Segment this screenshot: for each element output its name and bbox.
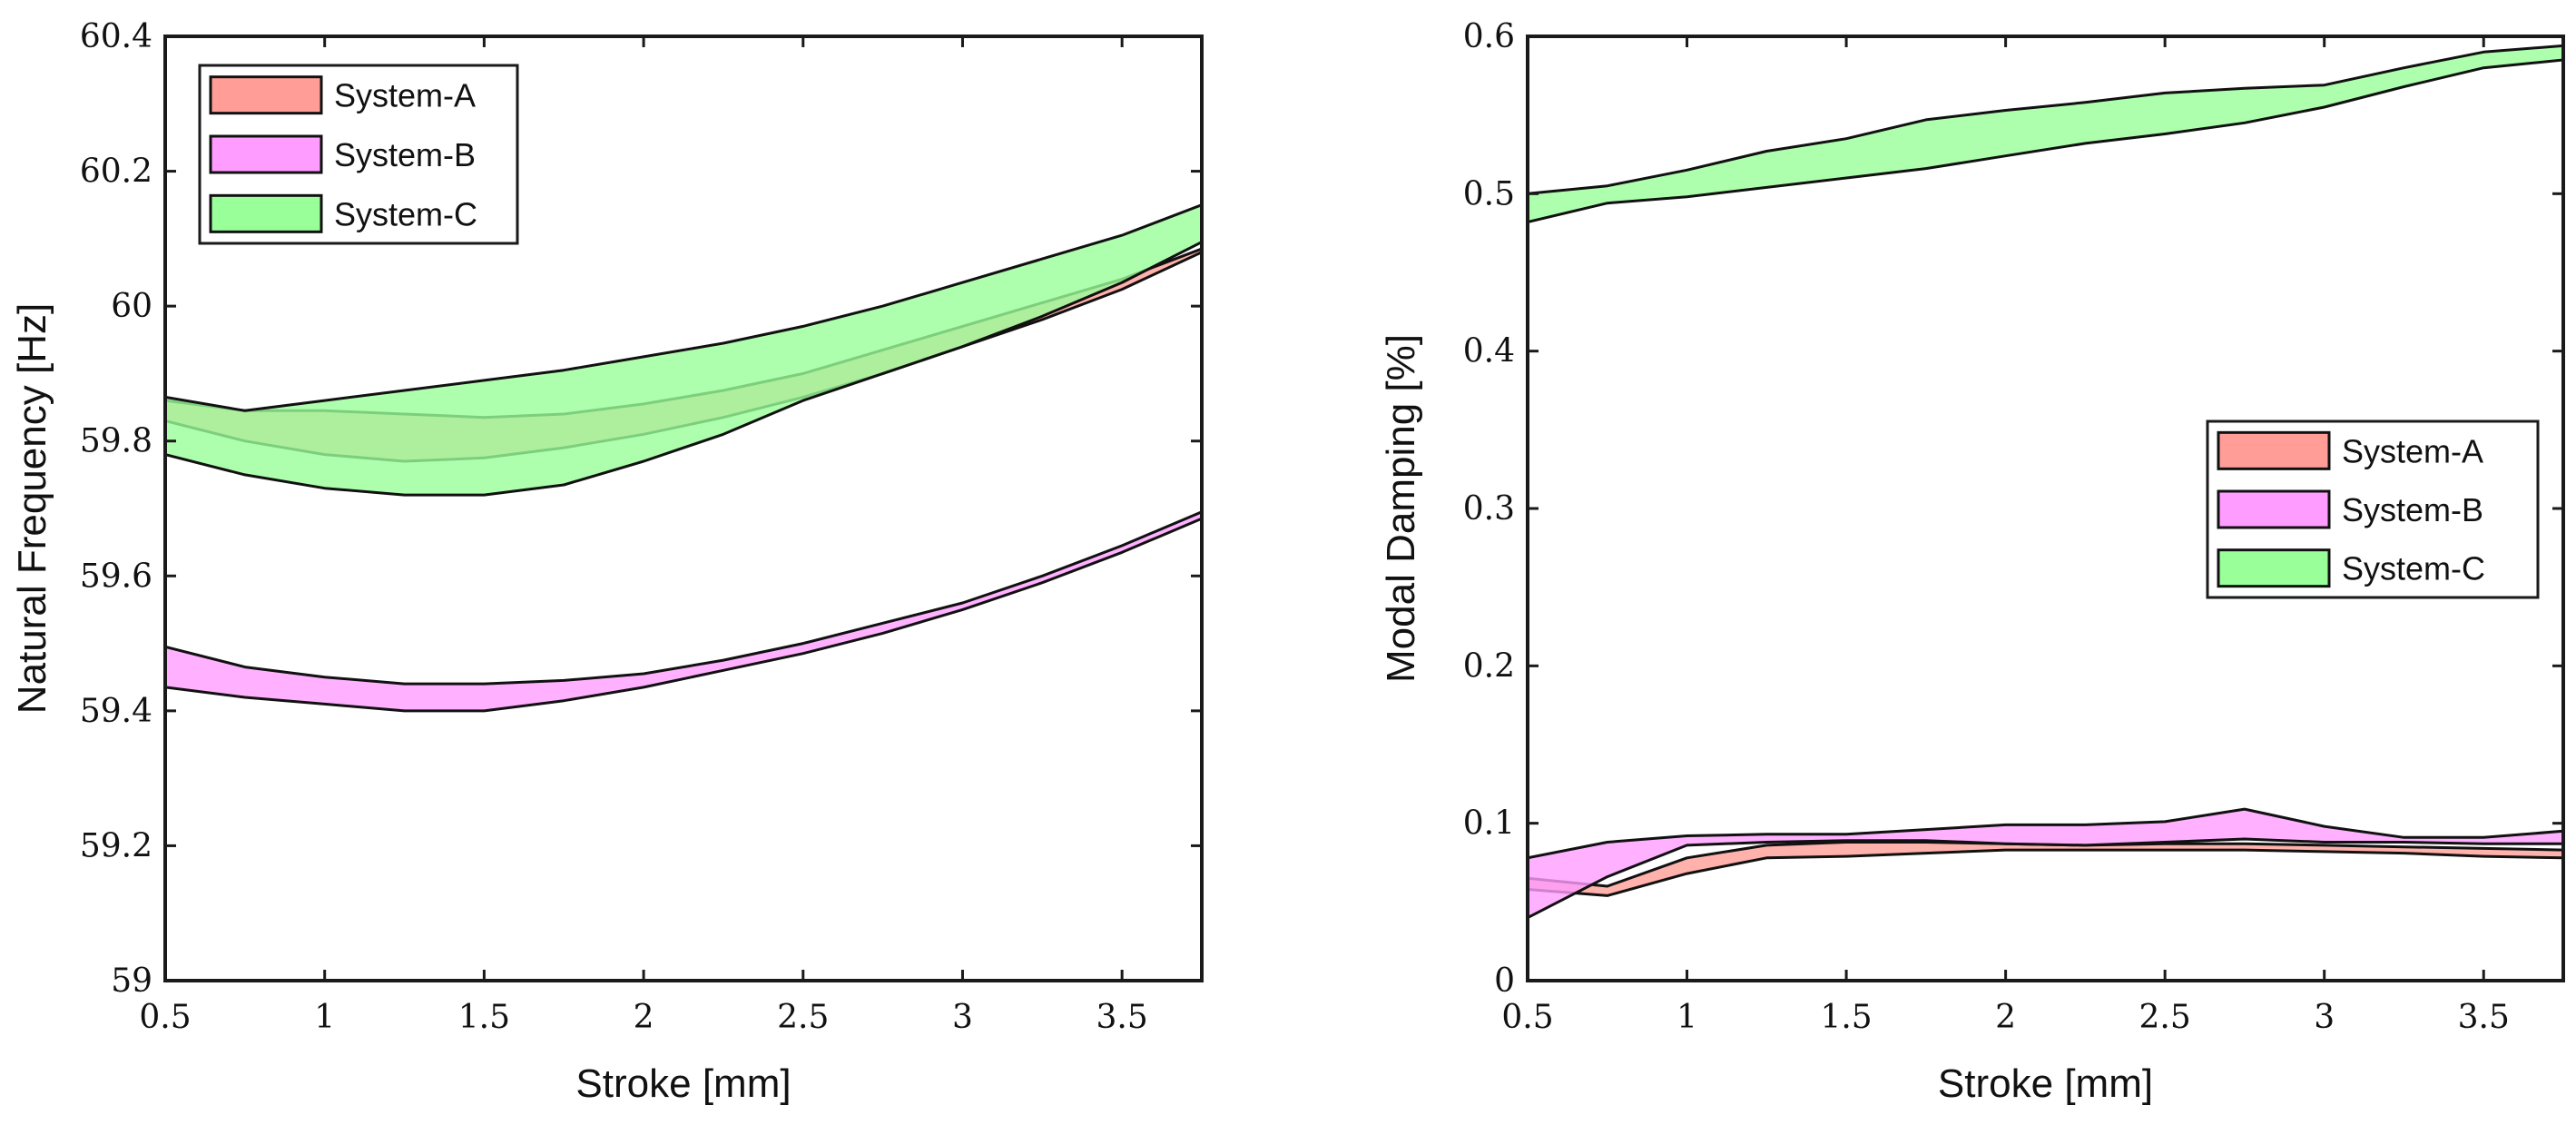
x-tick-label: 3.5: [1096, 999, 1148, 1036]
y-tick-label: 0.6: [1463, 18, 1515, 55]
x-tick-label: 2.5: [777, 999, 829, 1036]
y-tick-label: 60.2: [80, 153, 152, 191]
legend-swatch-system-c: [209, 193, 323, 233]
x-tick-label: 2: [1995, 999, 2016, 1036]
y-tick-label: 0.1: [1463, 805, 1515, 843]
chart-natural-frequency: 0.5 1 1.5 2 2.5 3 3.5 59 59.2 59.4 59.6 59.8 60 60.2 6…: [10, 18, 1204, 1106]
y-tick-label: 60.4: [80, 18, 152, 55]
legend-natural-frequency: System-A System-B System-C: [198, 64, 519, 245]
y-axis-label-modal-damping: Modal Damping [%]: [1379, 334, 1423, 683]
bands-natural-frequency: [165, 203, 1202, 713]
legend-swatch-system-a: [209, 75, 323, 115]
y-tick-label: 0.2: [1463, 647, 1515, 685]
legend-swatch-system-a: [2217, 430, 2331, 470]
y-tick-label: 60: [111, 288, 152, 325]
legend-label-system-c: System-C: [2342, 550, 2485, 587]
y-tick-label: 59: [111, 962, 152, 1000]
bands-modal-damping: [1528, 44, 2563, 920]
legend-modal-damping: System-A System-B System-C: [2206, 419, 2540, 599]
y-tick-label: 59.8: [80, 423, 152, 460]
legend-label-system-b: System-B: [334, 136, 476, 173]
band-system-c: [1528, 44, 2563, 223]
y-tick-label: 59.6: [80, 558, 152, 595]
chart-modal-damping: 0.5 1 1.5 2 2.5 3 3.5 0 0.1 0.2 0.3 0.4 0.5 0.6 Strok…: [1379, 18, 2565, 1106]
legend-label-system-a: System-A: [2342, 432, 2483, 469]
x-tick-label: 2.5: [2139, 999, 2191, 1036]
legend-label-system-a: System-A: [334, 77, 476, 114]
y-tick-label: 59.4: [80, 693, 152, 730]
band-system-b: [165, 510, 1202, 713]
legend-swatch-system-c: [2217, 548, 2331, 588]
y-tick-label: 0: [1494, 962, 1515, 1000]
x-tick-label: 1.5: [458, 999, 510, 1036]
x-tick-label: 3: [952, 999, 973, 1036]
x-tick-label: 1: [1676, 999, 1697, 1036]
x-tick-label: 1.5: [1820, 999, 1872, 1036]
legend-swatch-system-b: [2217, 489, 2331, 529]
x-tick-label: 2: [634, 999, 654, 1036]
y-tick-label: 0.4: [1463, 333, 1515, 370]
x-axis-label-natural-frequency: Stroke [mm]: [575, 1061, 791, 1106]
x-tick-label: 3: [2314, 999, 2335, 1036]
legend-swatch-system-b: [209, 134, 323, 174]
x-tick-label: 0.5: [139, 999, 191, 1036]
legend-label-system-c: System-C: [334, 195, 477, 232]
x-tick-label: 1: [314, 999, 335, 1036]
band-system-b: [1528, 807, 2563, 920]
ticks-modal-damping: 0.5 1 1.5 2 2.5 3 3.5 0 0.1 0.2 0.3 0.4 0.5 0.6: [1463, 18, 2563, 1036]
plot-frame-natural-frequency: [163, 35, 1204, 982]
y-tick-label: 0.5: [1463, 175, 1515, 212]
band-system-c: [165, 203, 1202, 497]
x-tick-label: 3.5: [2458, 999, 2510, 1036]
y-tick-label: 0.3: [1463, 490, 1515, 528]
x-tick-label: 0.5: [1501, 999, 1553, 1036]
x-axis-label-modal-damping: Stroke [mm]: [1938, 1061, 2153, 1106]
y-tick-label: 59.2: [80, 827, 152, 864]
band-system-a: [1528, 841, 2563, 897]
y-axis-label-natural-frequency: Natural Frequency [Hz]: [10, 303, 54, 714]
ticks-natural-frequency: 0.5 1 1.5 2 2.5 3 3.5 59 59.2 59.4 59.6 59.8 60 60.2 6…: [80, 18, 1202, 1036]
legend-label-system-b: System-B: [2342, 491, 2483, 528]
